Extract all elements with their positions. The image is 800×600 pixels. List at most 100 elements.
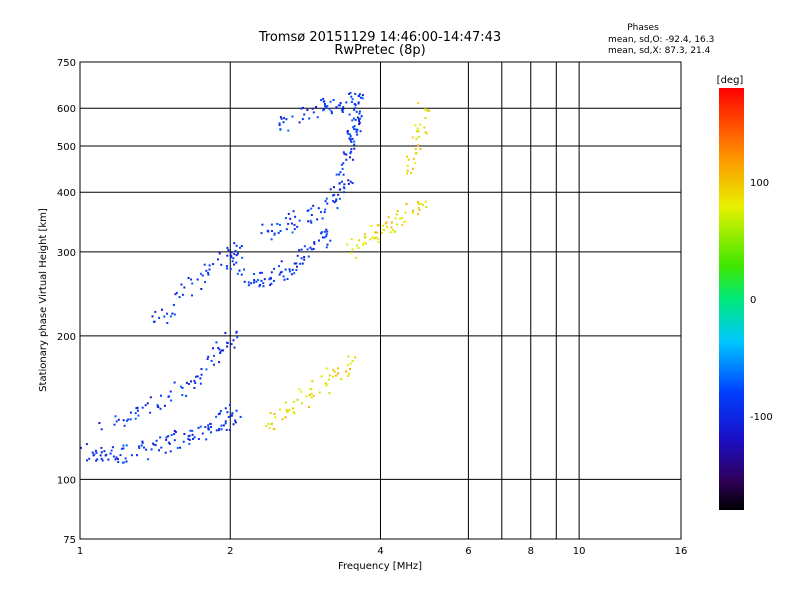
data-point-O bbox=[296, 254, 299, 257]
data-point-O bbox=[308, 117, 311, 120]
data-point-O bbox=[193, 386, 196, 389]
data-point-O bbox=[285, 118, 288, 121]
data-point-O bbox=[357, 101, 360, 104]
data-point-O bbox=[358, 123, 361, 126]
data-point-O bbox=[100, 446, 103, 449]
data-point-O bbox=[321, 217, 324, 220]
data-point-X bbox=[332, 368, 335, 371]
data-point-O bbox=[111, 446, 114, 449]
data-point-O bbox=[152, 442, 155, 445]
data-point-O bbox=[151, 315, 154, 318]
data-point-O bbox=[356, 116, 359, 119]
data-point-O bbox=[320, 211, 322, 214]
data-point-O bbox=[201, 274, 204, 277]
data-point-O bbox=[350, 95, 353, 98]
data-point-O bbox=[116, 458, 119, 461]
data-point-X bbox=[407, 158, 410, 161]
data-point-O bbox=[156, 404, 159, 407]
data-point-O bbox=[191, 294, 193, 297]
data-point-O bbox=[316, 116, 319, 119]
data-point-O bbox=[136, 409, 139, 412]
phases-line-x: mean, sd,X: 87.3, 21.4 bbox=[608, 46, 711, 56]
data-point-O bbox=[199, 425, 202, 428]
data-point-O bbox=[222, 349, 225, 352]
data-point-O bbox=[300, 257, 303, 260]
data-point-O bbox=[325, 197, 328, 200]
data-point-X bbox=[311, 380, 314, 383]
data-point-O bbox=[349, 152, 352, 155]
data-point-O bbox=[174, 431, 177, 433]
data-point-O bbox=[114, 415, 117, 418]
data-point-O bbox=[340, 163, 343, 166]
data-point-O bbox=[325, 246, 328, 249]
data-point-O bbox=[360, 115, 363, 118]
data-point-X bbox=[355, 256, 358, 259]
data-point-O bbox=[333, 186, 335, 189]
data-point-O bbox=[357, 94, 360, 97]
data-point-O bbox=[361, 94, 364, 97]
data-point-O bbox=[331, 194, 334, 197]
data-point-O bbox=[173, 381, 176, 384]
data-point-X bbox=[375, 236, 378, 239]
data-point-O bbox=[195, 375, 197, 378]
data-point-O bbox=[263, 278, 266, 281]
data-point-O bbox=[220, 428, 223, 431]
data-point-X bbox=[332, 375, 335, 378]
data-point-O bbox=[240, 245, 243, 247]
data-point-O bbox=[335, 106, 338, 109]
data-point-X bbox=[300, 402, 303, 405]
data-point-O bbox=[154, 310, 157, 313]
data-point-O bbox=[169, 390, 172, 393]
data-point-O bbox=[91, 451, 94, 454]
data-point-O bbox=[200, 368, 203, 370]
data-point-O bbox=[234, 419, 237, 422]
data-point-O bbox=[199, 377, 202, 380]
data-point-X bbox=[284, 416, 287, 419]
data-point-O bbox=[220, 263, 223, 266]
data-point-O bbox=[217, 258, 219, 261]
data-point-X bbox=[293, 400, 295, 403]
data-point-O bbox=[333, 193, 336, 196]
data-point-O bbox=[357, 102, 360, 105]
data-point-X bbox=[340, 378, 343, 381]
data-point-X bbox=[348, 372, 351, 375]
x-tick-labels: 1 2 4 6 8 10 16 bbox=[77, 546, 688, 557]
data-point-X bbox=[395, 213, 398, 216]
data-point-X bbox=[425, 206, 428, 209]
data-point-O bbox=[123, 424, 126, 427]
data-point-O bbox=[312, 247, 315, 250]
data-point-X bbox=[420, 202, 422, 205]
data-point-X bbox=[417, 206, 420, 209]
data-point-O bbox=[155, 439, 158, 442]
data-point-O bbox=[226, 342, 229, 344]
data-point-O bbox=[193, 379, 196, 382]
data-point-O bbox=[207, 428, 210, 431]
data-point-O bbox=[343, 183, 346, 186]
data-point-X bbox=[324, 382, 327, 385]
data-point-O bbox=[117, 461, 120, 463]
data-point-X bbox=[414, 162, 417, 165]
data-point-O bbox=[329, 239, 332, 242]
data-point-O bbox=[199, 382, 202, 385]
data-point-O bbox=[283, 117, 285, 120]
x-tick-label: 16 bbox=[675, 546, 688, 557]
data-point-O bbox=[230, 414, 233, 417]
data-point-O bbox=[227, 249, 230, 252]
data-point-O bbox=[169, 315, 172, 318]
data-point-X bbox=[406, 155, 408, 158]
data-point-O bbox=[213, 363, 215, 366]
data-point-O bbox=[352, 126, 355, 129]
data-point-O bbox=[278, 265, 280, 268]
data-point-O bbox=[353, 108, 356, 111]
data-point-O bbox=[358, 93, 361, 96]
x-tick-label: 1 bbox=[77, 546, 83, 557]
data-point-O bbox=[226, 345, 229, 348]
chart-title: Tromsø 20151129 14:46:00-14:47:43 bbox=[258, 30, 501, 45]
data-point-X bbox=[347, 374, 350, 377]
colorbar-label: [deg] bbox=[717, 75, 744, 86]
data-point-O bbox=[140, 444, 143, 447]
data-point-O bbox=[217, 413, 220, 416]
plot-frame bbox=[79, 61, 682, 540]
data-point-O bbox=[253, 281, 255, 284]
data-point-O bbox=[359, 96, 362, 99]
